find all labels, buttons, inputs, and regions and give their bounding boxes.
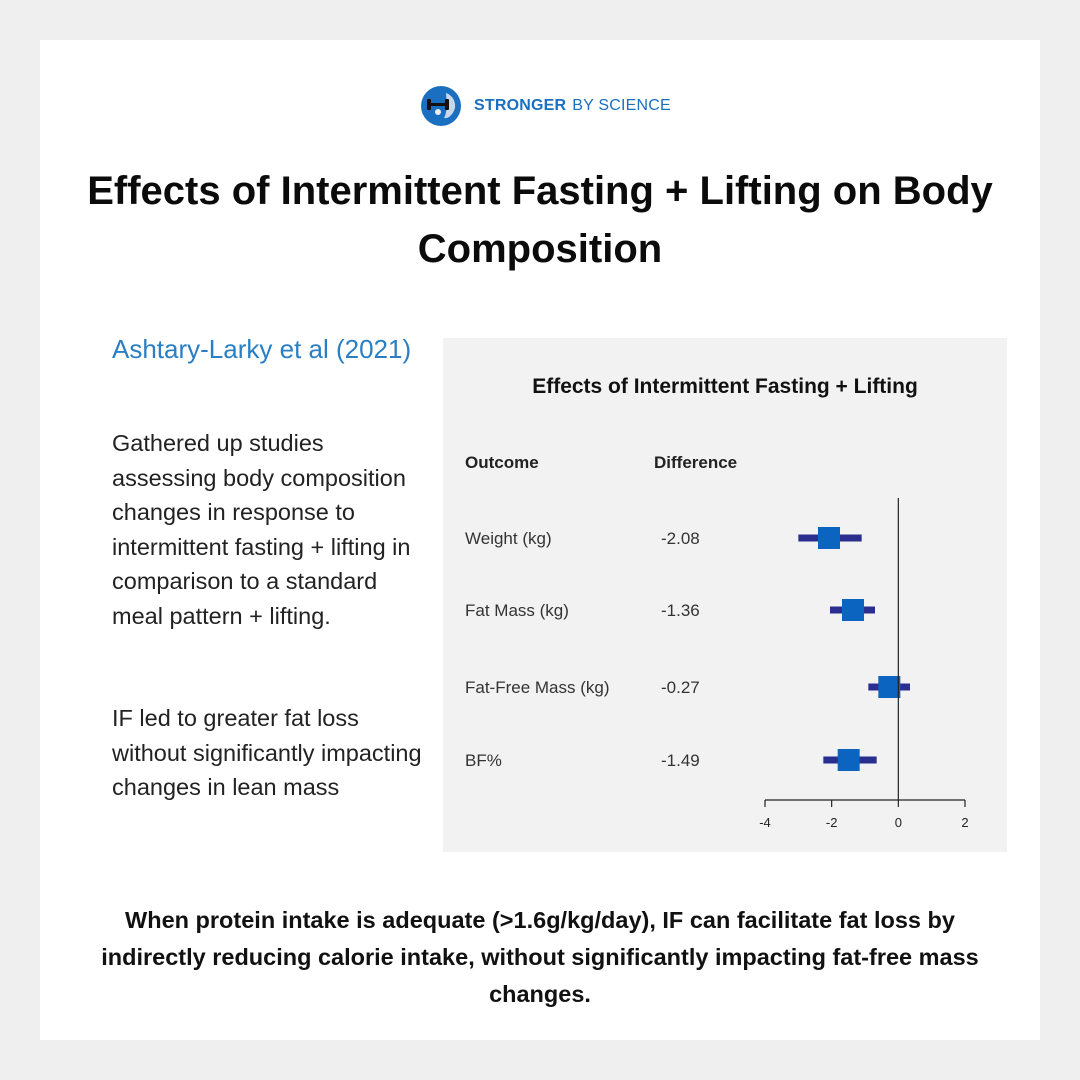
row-value: -1.36	[661, 601, 700, 620]
study-citation: Ashtary-Larky et al (2021)	[112, 334, 412, 364]
forest-rows: Weight (kg) -2.08 Fat Mass (kg) -1.36 Fat-Fr…	[465, 527, 910, 771]
chart-title: Effects of Intermittent Fasting + Liftin…	[532, 375, 918, 398]
point-estimate-marker	[878, 676, 901, 698]
x-tick-label: -2	[826, 815, 838, 830]
summary-paragraph-2: IF led to greater fat loss without signi…	[112, 705, 422, 800]
row-label: Weight (kg)	[465, 529, 552, 548]
brand-name: STRONGER BY SCIENCE	[474, 97, 671, 115]
x-axis: -4 -2 0 2	[759, 498, 969, 830]
row-value: -0.27	[661, 678, 700, 697]
conclusion-text: When protein intake is adequate (>1.6g/k…	[101, 907, 979, 1007]
row-value: -1.49	[661, 751, 700, 770]
point-estimate-marker	[837, 749, 860, 771]
x-tick-label: 2	[961, 815, 968, 830]
point-estimate-marker	[842, 599, 864, 621]
card: STRONGER BY SCIENCE Effects of Intermitte…	[40, 40, 1040, 1040]
row-label: Fat Mass (kg)	[465, 601, 569, 620]
point-estimate-marker	[818, 527, 840, 549]
row-label: BF%	[465, 751, 502, 770]
row-value: -2.08	[661, 529, 700, 548]
brand: STRONGER BY SCIENCE	[420, 84, 671, 128]
x-tick-label: 0	[895, 815, 902, 830]
forest-plot: Effects of Intermittent Fasting + Liftin…	[465, 375, 969, 830]
brand-name-rest: BY SCIENCE	[572, 97, 671, 114]
column-header-difference: Difference	[654, 453, 737, 472]
summary-paragraph-1: Gathered up studies assessing body compo…	[112, 430, 411, 629]
brand-name-strong: STRONGER	[474, 97, 567, 114]
forest-plot-panel: Effects of Intermittent Fasting + Liftin…	[443, 338, 1007, 852]
row-label: Fat-Free Mass (kg)	[465, 678, 610, 697]
x-tick-label: -4	[759, 815, 771, 830]
column-header-outcome: Outcome	[465, 453, 539, 472]
stronger-by-science-logo-icon	[421, 86, 461, 126]
page-title: Effects of Intermittent Fasting + Liftin…	[87, 169, 993, 271]
